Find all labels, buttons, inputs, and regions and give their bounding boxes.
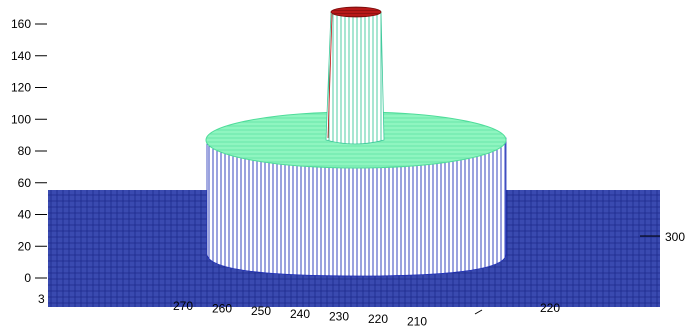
y-tick-label-220: 220: [540, 301, 560, 315]
small-cylinder-edge: [327, 13, 333, 139]
small-cylinder-top: [330, 6, 382, 18]
large-cylinder-wall: [206, 137, 507, 277]
y-tick-label-300: 300: [665, 230, 685, 244]
z-tick-label-80: 80: [18, 144, 32, 158]
x-axis: 270 260 250 240 230 220 210: [173, 299, 427, 329]
z-tick-label-160: 160: [11, 17, 31, 31]
z-tick-label-100: 100: [11, 112, 31, 126]
x-tick-label-220: 220: [368, 312, 388, 326]
partial-tick-label: 3: [38, 292, 45, 306]
x-tick-label-250: 250: [251, 304, 271, 318]
x-tick-label-240: 240: [290, 307, 310, 321]
small-cylinder-wall: [325, 11, 385, 145]
z-tick-label-140: 140: [11, 49, 31, 63]
y-axis: 220 300: [540, 230, 685, 315]
z-tick-label-40: 40: [18, 208, 32, 222]
z-tick-label-0: 0: [24, 271, 31, 285]
x-axis-tick-210: [474, 309, 483, 315]
x-tick-label-230: 230: [329, 309, 349, 323]
x-tick-label-210: 210: [407, 315, 427, 329]
x-tick-label-270: 270: [173, 299, 193, 313]
z-tick-label-120: 120: [11, 81, 31, 95]
z-tick-label-20: 20: [18, 239, 32, 253]
z-tick-label-60: 60: [18, 176, 32, 190]
z-axis: 0 20 40 60 80 100 120 140 160: [11, 17, 47, 285]
x-tick-label-260: 260: [212, 302, 232, 316]
